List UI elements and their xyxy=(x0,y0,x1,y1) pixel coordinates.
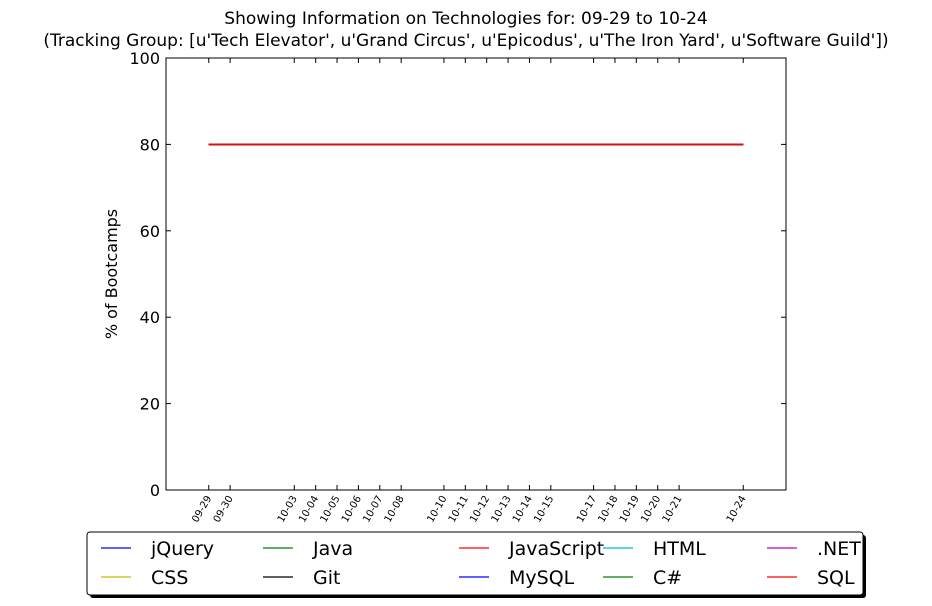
legend-label: MySQL xyxy=(509,567,575,589)
y-tick-label: 0 xyxy=(150,481,160,500)
y-tick-label: 100 xyxy=(129,49,160,68)
y-tick-label: 60 xyxy=(140,222,160,241)
x-tick-label: 10-13 xyxy=(490,494,514,525)
x-tick-label: 10-17 xyxy=(575,494,599,525)
x-tick-label: 10-05 xyxy=(319,494,343,525)
y-axis-label: % of Bootcamps xyxy=(102,209,121,339)
x-tick-label: 10-08 xyxy=(383,494,407,525)
x-tick-label: 10-24 xyxy=(725,494,749,525)
legend-items: jQuery Java JavaScript HTML .NET CSS Git MySQL C… xyxy=(101,538,861,589)
x-tick-label: 10-18 xyxy=(597,494,621,525)
legend-label: Git xyxy=(313,567,340,589)
legend-label: JavaScript xyxy=(508,538,604,560)
legend-label: CSS xyxy=(151,567,188,589)
x-tick-label: 10-06 xyxy=(340,494,364,525)
y-tick-label: 40 xyxy=(140,308,160,327)
x-tick-label: 10-03 xyxy=(276,494,300,525)
x-tick-label: 10-21 xyxy=(661,494,685,525)
y-tick-label: 80 xyxy=(140,135,160,154)
chart-subtitle: (Tracking Group: [u'Tech Elevator', u'Gr… xyxy=(43,31,888,51)
x-tick-label: 10-12 xyxy=(468,494,492,525)
plot-area-frame xyxy=(165,57,787,491)
y-tick-label: 20 xyxy=(140,395,160,414)
legend-label: jQuery xyxy=(150,538,214,560)
legend-label: .NET xyxy=(817,538,861,560)
legend-label: HTML xyxy=(653,538,706,560)
x-tick-label: 10-20 xyxy=(639,494,663,525)
legend: jQuery Java JavaScript HTML .NET CSS Git MySQL C… xyxy=(86,531,866,598)
legend-label: Java xyxy=(312,538,353,560)
y-axis-ticks: 0 20 40 60 80 100 xyxy=(129,49,786,500)
x-tick-label: 09-30 xyxy=(212,494,236,525)
x-tick-label: 10-11 xyxy=(447,494,471,525)
x-tick-label: 10-19 xyxy=(618,494,642,525)
x-tick-label: 10-10 xyxy=(425,494,449,525)
x-tick-label: 09-29 xyxy=(190,494,214,525)
x-tick-label: 10-07 xyxy=(361,494,385,525)
legend-label: SQL xyxy=(817,567,855,589)
x-tick-label: 10-14 xyxy=(511,494,535,525)
legend-label: C# xyxy=(653,567,682,589)
x-tick-label: 10-04 xyxy=(297,494,321,525)
chart-title: Showing Information on Technologies for:… xyxy=(224,9,707,29)
x-tick-label: 10-15 xyxy=(532,494,556,525)
